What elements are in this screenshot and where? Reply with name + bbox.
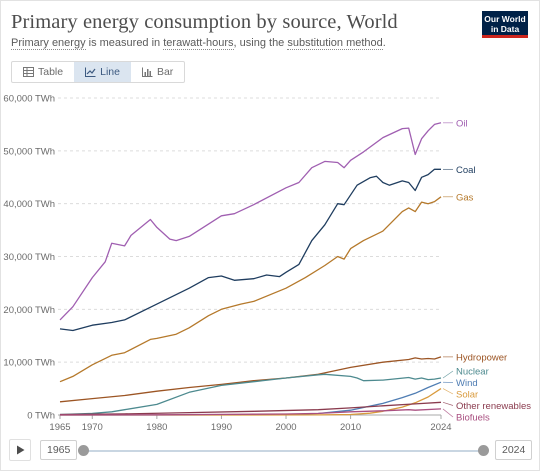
series-label-connector [442, 388, 454, 395]
series-label-connector [442, 370, 454, 379]
series-line-oil[interactable] [59, 122, 442, 321]
tab-line-label: Line [100, 66, 120, 78]
series-label-biofuels[interactable]: Biofuels [456, 413, 490, 424]
series-line-wind[interactable] [59, 381, 442, 416]
bar-chart-icon [141, 67, 153, 77]
view-tabs: Table Line Bar [11, 61, 186, 83]
x-tick-label: 2024 [430, 422, 451, 433]
subtitle-link-terawatt-hours[interactable]: terawatt-hours [163, 37, 234, 50]
series-label-nuclear[interactable]: Nuclear [456, 367, 489, 378]
series-line-other-renewables[interactable] [59, 401, 442, 416]
y-tick-label: 50,000 TWh [3, 146, 55, 157]
subtitle-text-2: , using the [233, 37, 288, 49]
line-chart: 0 TWh 10,000 TWh 20,000 TWh 30,000 TWh 40,00… [3, 94, 531, 434]
subtitle-link-substitution-method[interactable]: substitution method [287, 37, 383, 50]
tab-bar-label: Bar [156, 66, 174, 78]
logo-line-2: in Data [490, 24, 520, 34]
series-label-hydropower[interactable]: Hydropower [456, 352, 507, 363]
series-label-other-renewables[interactable]: Other renewables [456, 401, 531, 412]
y-tick-label: 30,000 TWh [3, 252, 55, 263]
series-line-coal[interactable] [59, 168, 441, 332]
y-tick-label: 40,000 TWh [3, 199, 55, 210]
tab-line[interactable]: Line [74, 62, 131, 82]
end-year-box[interactable]: 2024 [495, 440, 533, 460]
timeline-track[interactable] [83, 450, 483, 452]
start-year-box[interactable]: 1965 [40, 440, 78, 460]
y-tick-label: 20,000 TWh [3, 305, 55, 316]
x-tick-label: 2000 [275, 422, 296, 433]
play-icon [16, 445, 24, 455]
series-line-hydropower[interactable] [59, 356, 442, 403]
subtitle-link-primary-energy[interactable]: Primary energy [11, 37, 86, 50]
series-label-solar[interactable]: Solar [456, 390, 478, 401]
tab-table-label: Table [38, 66, 64, 78]
owid-logo[interactable]: Our World in Data [482, 11, 528, 38]
tab-bar[interactable]: Bar [131, 62, 184, 82]
y-tick-label: 10,000 TWh [3, 358, 55, 369]
series-line-gas[interactable] [59, 196, 442, 383]
series-label-connector [442, 408, 454, 418]
x-tick-label: 2010 [340, 422, 361, 433]
end-year-handle[interactable] [478, 445, 489, 456]
series-label-connector [442, 401, 454, 406]
series-line-nuclear[interactable] [59, 373, 442, 416]
y-tick-label: 0 TWh [27, 411, 55, 422]
series-line-biofuels[interactable] [59, 408, 442, 416]
line-chart-icon [85, 67, 96, 77]
x-tick-label: 1980 [146, 422, 167, 433]
series-label-coal[interactable]: Coal [456, 165, 476, 176]
series-label-oil[interactable]: Oil [456, 118, 468, 129]
logo-line-1: Our World [484, 14, 526, 24]
play-button[interactable] [9, 439, 31, 461]
x-tick-label: 1990 [211, 422, 232, 433]
x-tick-label: 1965 [49, 422, 70, 433]
subtitle-text-1: is measured in [85, 37, 164, 49]
timeline-controls: 1965 2024 [0, 436, 540, 466]
start-year-handle[interactable] [78, 445, 89, 456]
subtitle: Primary energy is measured in terawatt-h… [11, 37, 386, 50]
series-label-wind[interactable]: Wind [456, 378, 478, 389]
x-tick-label: 1970 [82, 422, 103, 433]
table-icon [23, 67, 34, 77]
subtitle-text-3: . [382, 37, 386, 49]
page-title: Primary energy consumption by source, Wo… [11, 11, 398, 33]
series-label-gas[interactable]: Gas [456, 192, 474, 203]
y-tick-label: 60,000 TWh [3, 94, 55, 105]
tab-table[interactable]: Table [12, 62, 74, 82]
